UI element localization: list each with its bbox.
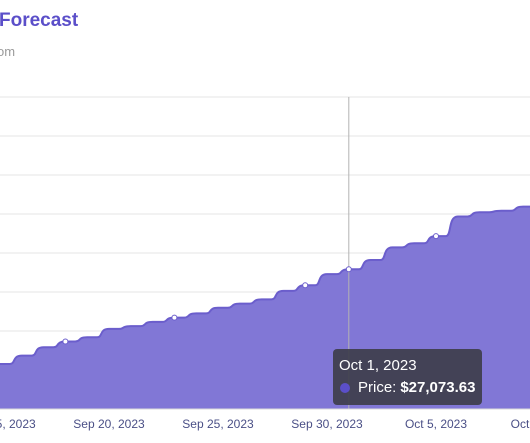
x-tick-label: Sep 20, 2023 — [73, 417, 145, 431]
data-point-marker[interactable] — [345, 266, 352, 273]
x-tick-label: Oct 10, 2023 — [511, 417, 530, 431]
x-tick-label: Sep 15, 2023 — [0, 417, 36, 431]
series-line — [0, 205, 530, 365]
x-tick-label: Oct 5, 2023 — [405, 417, 467, 431]
x-tick-label: Sep 25, 2023 — [182, 417, 254, 431]
tooltip-value: $27,073.63 — [400, 379, 476, 396]
chart-tooltip: Oct 1, 2023 Price: $27,073.63 — [333, 349, 482, 405]
data-point-marker[interactable] — [302, 282, 309, 289]
tooltip-series-label: Price: — [358, 379, 397, 396]
tooltip-row: Price: $27,073.63 — [339, 379, 476, 397]
x-axis-ticks: Sep 15, 2023 Sep 20, 2023 Sep 25, 2023 Sep … — [0, 417, 530, 431]
data-point-marker[interactable] — [62, 338, 69, 345]
data-point-marker[interactable] — [171, 314, 178, 321]
data-markers — [62, 233, 439, 345]
series-dot-icon — [340, 383, 350, 393]
chart-title: Forecast — [0, 10, 79, 31]
data-point-marker[interactable] — [433, 233, 439, 240]
x-tick-label: Sep 30, 2023 — [291, 417, 363, 431]
chart-subtitle: om — [0, 44, 16, 59]
tooltip-date: Oct 1, 2023 — [339, 357, 417, 374]
